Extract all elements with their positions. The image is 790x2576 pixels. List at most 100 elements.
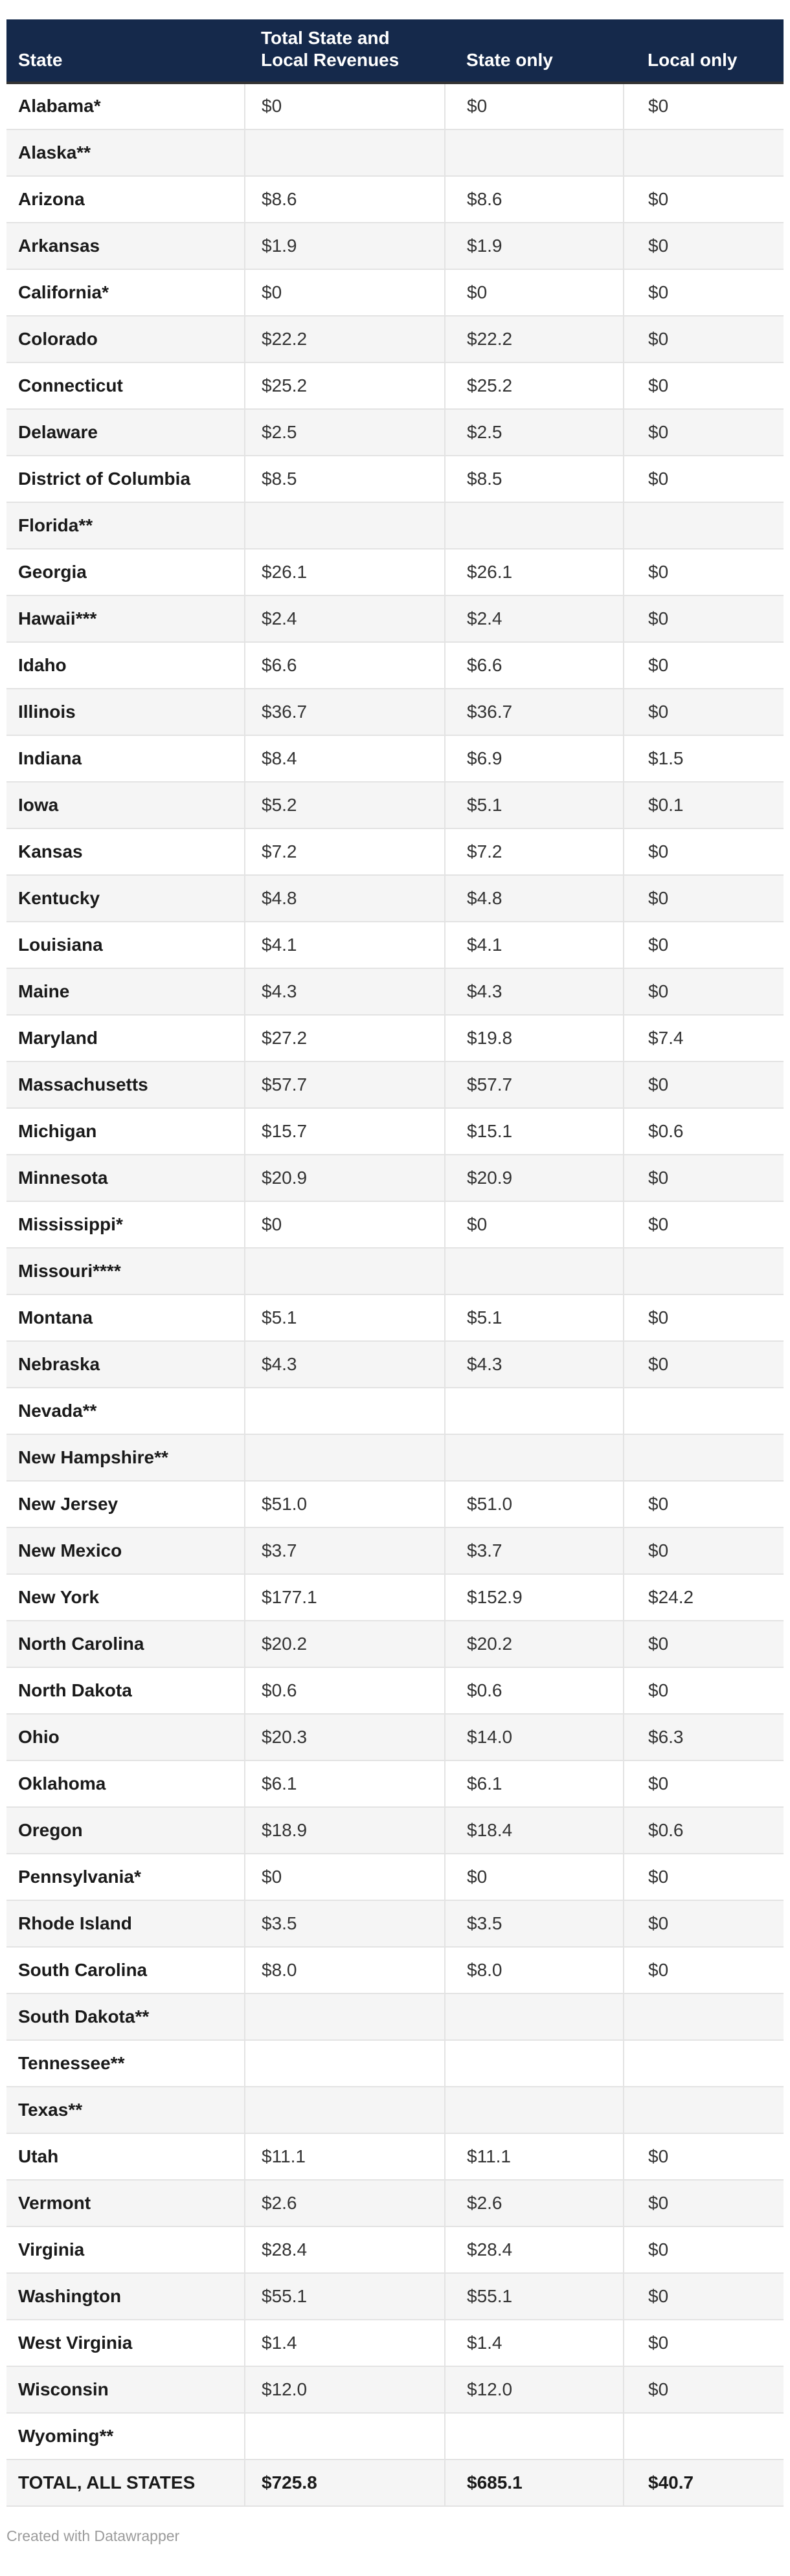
table-row: Hawaii*** $2.4 $2.4 $0: [6, 595, 784, 643]
state-only-cell: $14.0: [444, 1714, 624, 1762]
local-only-cell: $0: [623, 409, 784, 457]
local-only-cell: $0: [623, 2273, 784, 2321]
table-row: Colorado $22.2 $22.2 $0: [6, 316, 784, 364]
state-cell: Washington: [6, 2273, 245, 2321]
local-only-cell: [623, 129, 784, 177]
local-only-cell: $7.4: [623, 1015, 784, 1063]
state-only-cell: [444, 2087, 624, 2135]
state-only-cell: $22.2: [444, 316, 624, 364]
local-only-cell: $0: [623, 642, 784, 690]
table-row: South Dakota**: [6, 1993, 784, 2041]
state-only-cell: [444, 2040, 624, 2088]
local-only-cell: [623, 1248, 784, 1296]
table-row: New Mexico $3.7 $3.7 $0: [6, 1527, 784, 1575]
total-cell: $22.2: [244, 316, 445, 364]
total-cell: $11.1: [244, 2133, 445, 2181]
total-cell: $27.2: [244, 1015, 445, 1063]
table-row: North Dakota $0.6 $0.6 $0: [6, 1667, 784, 1715]
local-only-cell: $0: [623, 1155, 784, 1203]
total-cell: $6.1: [244, 1760, 445, 1808]
datawrapper-credit-link[interactable]: Created with Datawrapper: [6, 2527, 180, 2545]
total-cell: [244, 2413, 445, 2461]
local-only-cell: $0: [623, 2180, 784, 2228]
state-only-cell: $3.7: [444, 1527, 624, 1575]
table-row: TOTAL, ALL STATES $725.8 $685.1 $40.7: [6, 2459, 784, 2507]
local-only-cell: $0: [623, 1294, 784, 1342]
state-only-cell: $2.4: [444, 595, 624, 643]
table-body: Alabama* $0 $0 $0 Alaska** Arizona $8.6 …: [6, 83, 784, 2507]
total-cell: $8.5: [244, 456, 445, 504]
table-row: Vermont $2.6 $2.6 $0: [6, 2180, 784, 2228]
state-only-cell: $8.5: [444, 456, 624, 504]
table-row: Texas**: [6, 2087, 784, 2135]
total-cell: $177.1: [244, 1574, 445, 1622]
table-row: Georgia $26.1 $26.1 $0: [6, 549, 784, 597]
state-only-cell: $20.9: [444, 1155, 624, 1203]
state-only-cell: $18.4: [444, 1807, 624, 1855]
local-only-cell: $24.2: [623, 1574, 784, 1622]
state-cell: Montana: [6, 1294, 245, 1342]
table-row: Idaho $6.6 $6.6 $0: [6, 642, 784, 690]
state-only-cell: $19.8: [444, 1015, 624, 1063]
table-row: Oregon $18.9 $18.4 $0.6: [6, 1807, 784, 1855]
total-cell: $57.7: [244, 1061, 445, 1109]
table-row: New Jersey $51.0 $51.0 $0: [6, 1481, 784, 1529]
local-only-cell: $0: [623, 595, 784, 643]
state-cell: Delaware: [6, 409, 245, 457]
local-only-cell: $1.5: [623, 735, 784, 783]
state-only-cell: $0: [444, 269, 624, 317]
table-row: Kentucky $4.8 $4.8 $0: [6, 875, 784, 923]
table-row: Mississippi* $0 $0 $0: [6, 1201, 784, 1249]
state-cell: Maryland: [6, 1015, 245, 1063]
total-cell: $3.5: [244, 1900, 445, 1948]
local-only-cell: $6.3: [623, 1714, 784, 1762]
state-cell: Idaho: [6, 642, 245, 690]
state-only-cell: $26.1: [444, 549, 624, 597]
table-row: Arkansas $1.9 $1.9 $0: [6, 223, 784, 271]
table-row: Delaware $2.5 $2.5 $0: [6, 409, 784, 457]
state-cell: South Carolina: [6, 1947, 245, 1995]
state-only-cell: $12.0: [444, 2366, 624, 2414]
state-cell: Connecticut: [6, 362, 245, 410]
table-row: Minnesota $20.9 $20.9 $0: [6, 1155, 784, 1203]
state-only-cell: $2.6: [444, 2180, 624, 2228]
total-cell: [244, 1434, 445, 1482]
table-row: Iowa $5.2 $5.1 $0.1: [6, 782, 784, 830]
local-only-cell: $0: [623, 922, 784, 970]
state-only-cell: [444, 502, 624, 550]
state-only-cell: [444, 1993, 624, 2041]
table-row: Alabama* $0 $0 $0: [6, 83, 784, 131]
state-cell: West Virginia: [6, 2320, 245, 2368]
total-cell: $2.5: [244, 409, 445, 457]
total-cell: [244, 2087, 445, 2135]
local-only-cell: $0: [623, 689, 784, 737]
state-cell: Tennessee**: [6, 2040, 245, 2088]
table-row: Maine $4.3 $4.3 $0: [6, 968, 784, 1016]
total-cell: [244, 502, 445, 550]
state-cell: Oregon: [6, 1807, 245, 1855]
state-only-cell: $8.6: [444, 176, 624, 224]
table-row: Nebraska $4.3 $4.3 $0: [6, 1341, 784, 1389]
total-cell: $8.4: [244, 735, 445, 783]
state-cell: Wyoming**: [6, 2413, 245, 2461]
local-only-cell: $0: [623, 176, 784, 224]
state-cell: Texas**: [6, 2087, 245, 2135]
state-cell: Arizona: [6, 176, 245, 224]
state-only-cell: $11.1: [444, 2133, 624, 2181]
table-row: Missouri****: [6, 1248, 784, 1296]
state-cell: North Dakota: [6, 1667, 245, 1715]
state-cell: South Dakota**: [6, 1993, 245, 2041]
total-cell: [244, 1248, 445, 1296]
state-only-cell: [444, 1388, 624, 1436]
state-cell: Kansas: [6, 828, 245, 876]
state-cell: Pennsylvania*: [6, 1854, 245, 1902]
state-only-cell: $152.9: [444, 1574, 624, 1622]
total-cell: $15.7: [244, 1108, 445, 1156]
total-cell: $5.2: [244, 782, 445, 830]
total-cell: $55.1: [244, 2273, 445, 2321]
total-cell: $28.4: [244, 2226, 445, 2274]
total-cell: $25.2: [244, 362, 445, 410]
local-only-cell: $0: [623, 875, 784, 923]
local-only-cell: [623, 2040, 784, 2088]
state-only-cell: $57.7: [444, 1061, 624, 1109]
